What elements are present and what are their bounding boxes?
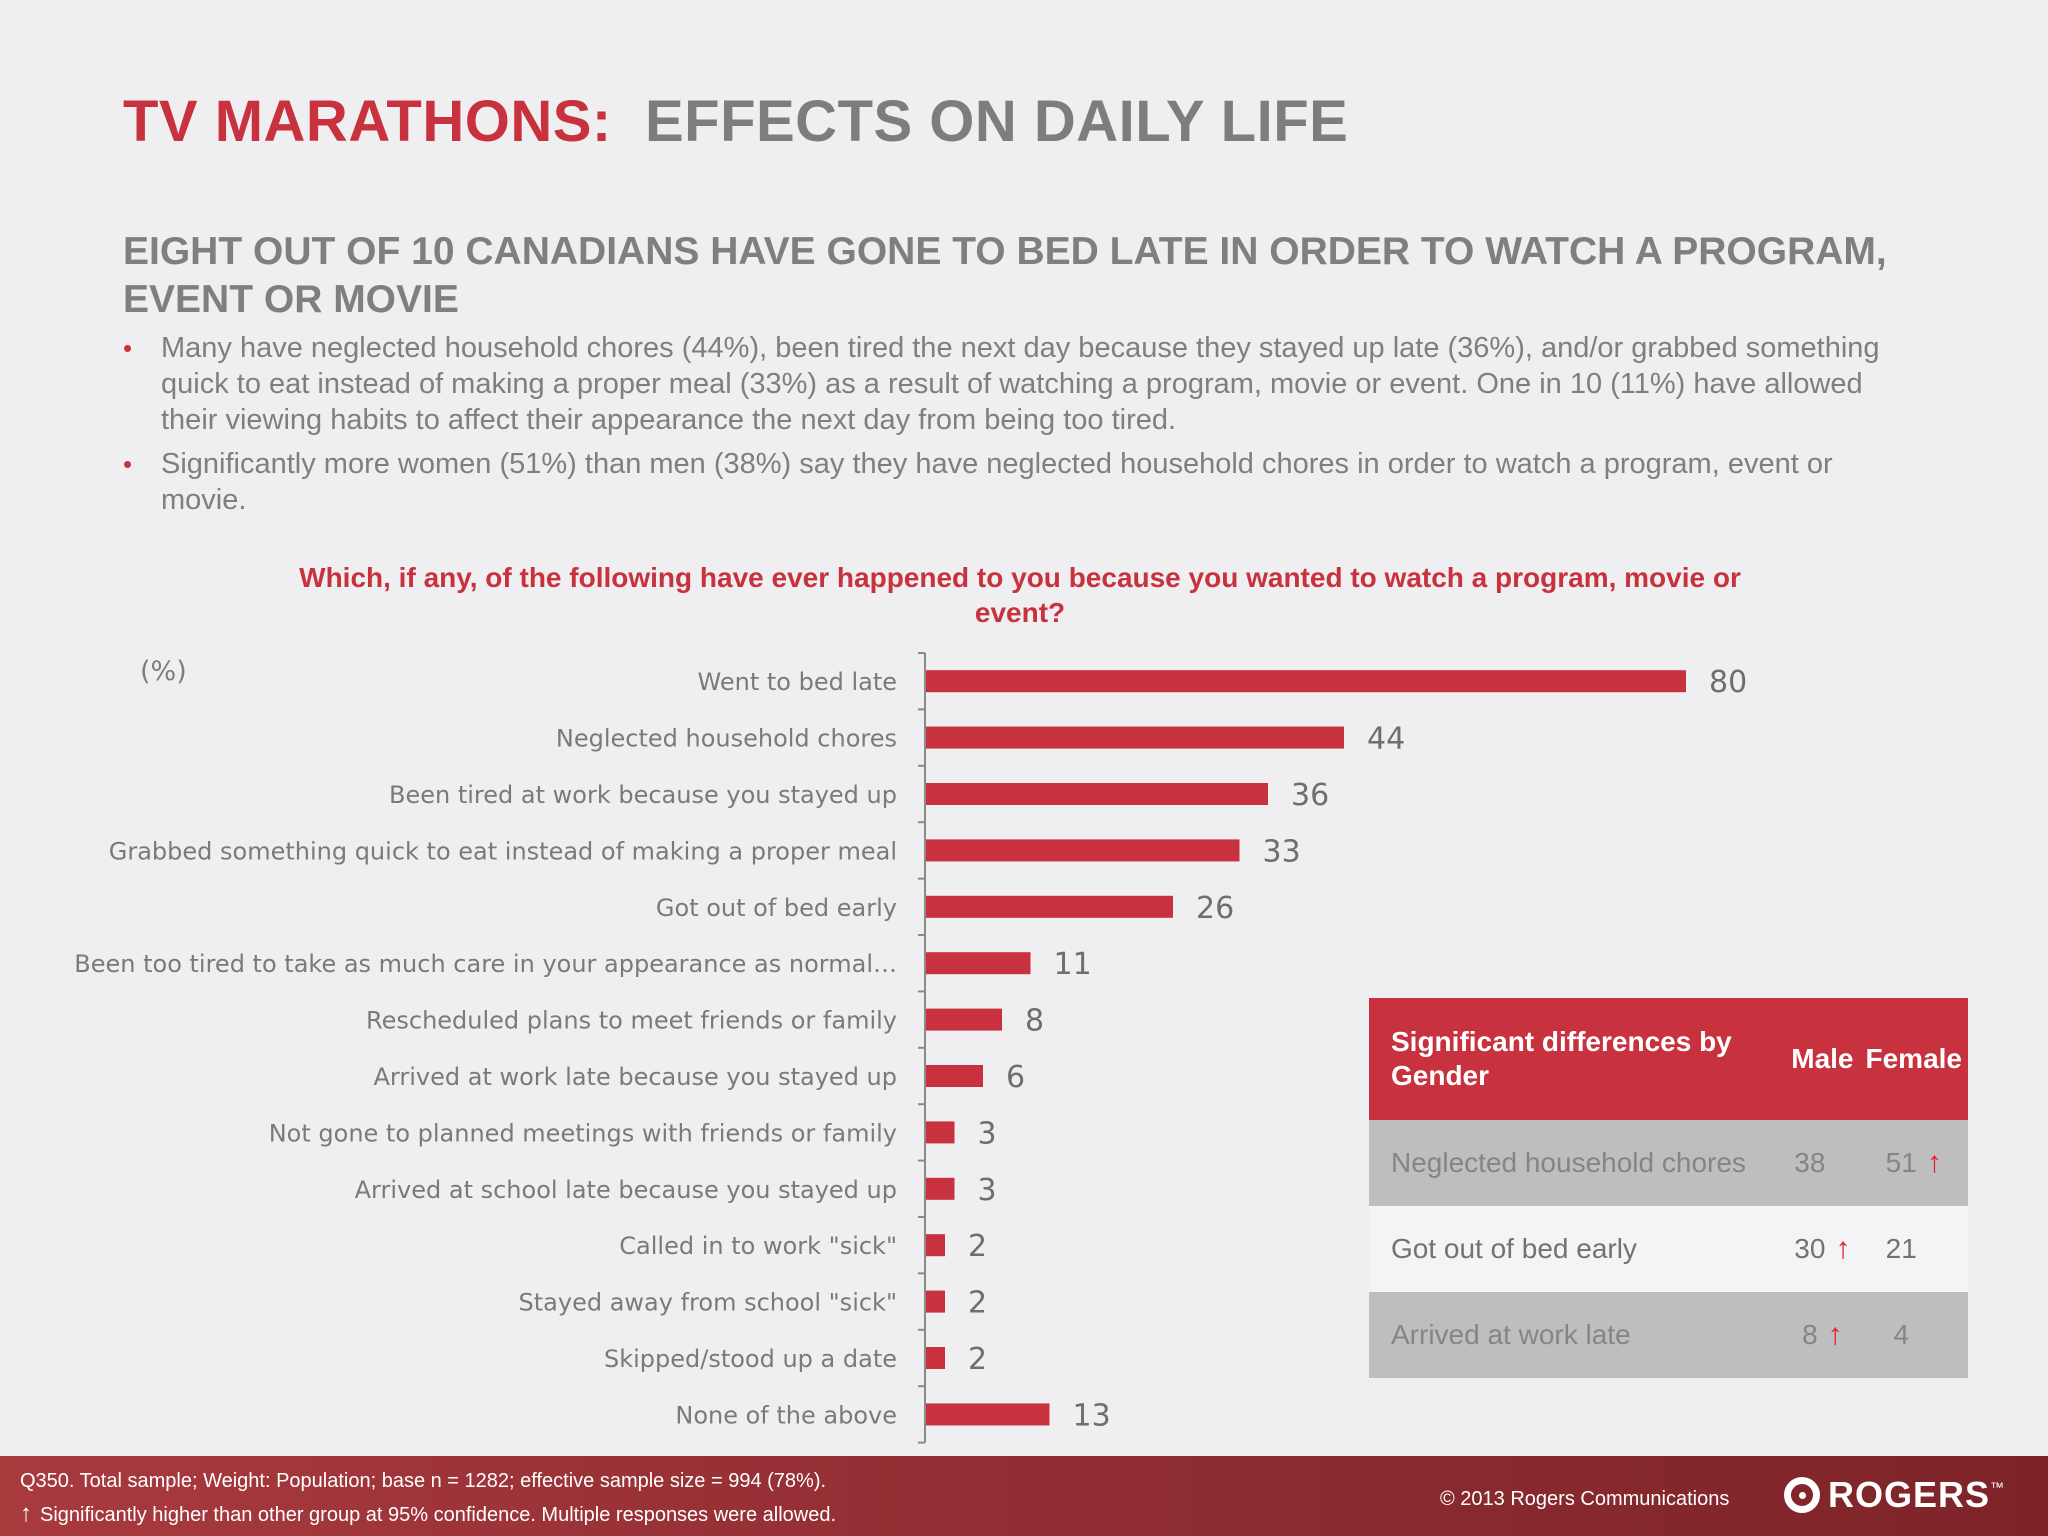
copyright: © 2013 Rogers Communications xyxy=(1440,1488,1730,1510)
rogers-logo-icon xyxy=(1784,1477,1820,1513)
bullet-item: • Significantly more women (51%) than me… xyxy=(123,446,1913,518)
page-title-topic: TV MARATHONS: xyxy=(123,89,612,154)
gender-differences-table: Significant differences by Gender Male F… xyxy=(1369,998,1968,1378)
row-label: Got out of bed early xyxy=(1369,1206,1786,1292)
female-value: 4↑ xyxy=(1859,1292,1968,1378)
table-header-male: Male xyxy=(1785,998,1860,1120)
bar xyxy=(926,1008,1002,1031)
page-title: TV MARATHONS: EFFECTS ON DAILY LIFE xyxy=(123,88,1348,155)
category-label: Went to bed late xyxy=(698,668,897,696)
page-title-subject: EFFECTS ON DAILY LIFE xyxy=(644,89,1349,154)
significance-arrow-icon: ↑ xyxy=(20,1500,32,1527)
bar xyxy=(926,1347,945,1369)
bar xyxy=(926,895,1173,918)
category-label: Got out of bed early xyxy=(656,894,897,922)
data-label: 80 xyxy=(1709,665,1747,700)
category-label: Arrived at work late because you stayed … xyxy=(374,1063,898,1091)
bar xyxy=(926,1290,945,1313)
bar xyxy=(926,1121,955,1144)
data-label: 26 xyxy=(1196,891,1234,926)
bullet-text: Many have neglected household chores (44… xyxy=(161,332,1880,436)
bar xyxy=(926,1234,945,1257)
female-value: 51 ↑ xyxy=(1859,1120,1968,1206)
data-label: 11 xyxy=(1054,947,1092,982)
bar xyxy=(926,1177,955,1200)
table-row: Got out of bed early 30↑ 21↑ xyxy=(1369,1206,1968,1292)
logo-text: ROGERS xyxy=(1828,1474,1991,1515)
female-value: 21↑ xyxy=(1859,1206,1968,1292)
data-label: 13 xyxy=(1073,1398,1111,1433)
category-label: None of the above xyxy=(675,1401,897,1429)
data-label: 2 xyxy=(968,1342,987,1377)
footer-base-note: Q350. Total sample; Weight: Population; … xyxy=(20,1470,827,1492)
category-label: Rescheduled plans to meet friends or fam… xyxy=(366,1007,897,1035)
bar xyxy=(926,783,1268,805)
data-label: 44 xyxy=(1367,722,1405,757)
bar xyxy=(926,952,1031,975)
row-label: Neglected household chores xyxy=(1369,1120,1786,1206)
category-label: Neglected household chores xyxy=(556,725,897,753)
significant-up-arrow-icon: ↑ xyxy=(1835,1232,1851,1265)
category-label: Not gone to planned meetings with friend… xyxy=(269,1119,897,1147)
category-label: Been tired at work because you stayed up xyxy=(389,781,897,809)
bullet-list: • Many have neglected household chores (… xyxy=(123,330,1913,526)
category-label: Skipped/stood up a date xyxy=(604,1345,897,1373)
chart-title: Which, if any, of the following have eve… xyxy=(299,562,1741,628)
rogers-logo: ROGERS ™ xyxy=(1784,1474,2004,1516)
significant-up-arrow-icon: ↑ xyxy=(1827,1318,1843,1351)
category-label: Arrived at school late because you staye… xyxy=(355,1176,897,1204)
data-label: 3 xyxy=(978,1116,997,1151)
data-label: 3 xyxy=(978,1173,997,1208)
male-value: 30 ↑ xyxy=(1785,1206,1860,1292)
male-value: 38↑ xyxy=(1785,1120,1860,1206)
data-label: 2 xyxy=(968,1286,987,1321)
category-label: Called in to work "sick" xyxy=(619,1232,897,1260)
table-row: Arrived at work late 8↑ 4↑ xyxy=(1369,1292,1968,1378)
bar xyxy=(926,670,1686,693)
bullet-icon: • xyxy=(123,333,133,363)
data-label: 2 xyxy=(968,1229,987,1264)
bullet-item: • Many have neglected household chores (… xyxy=(123,330,1913,438)
bar xyxy=(926,1403,1050,1426)
bar xyxy=(926,726,1344,749)
table-row: Neglected household chores 38↑ 51↑ xyxy=(1369,1120,1968,1206)
data-label: 36 xyxy=(1291,778,1329,813)
category-label: Grabbed something quick to eat instead o… xyxy=(109,837,897,865)
row-label: Arrived at work late xyxy=(1369,1292,1786,1378)
male-value: 8 ↑ xyxy=(1785,1292,1860,1378)
bullet-text: Significantly more women (51%) than men … xyxy=(161,448,1833,516)
significant-up-arrow-icon: ↑ xyxy=(1926,1146,1942,1179)
data-label: 8 xyxy=(1025,1004,1044,1039)
bar-chart: Went to bed late 80 Neglected household ch… xyxy=(74,652,1747,1444)
category-label: Stayed away from school "sick" xyxy=(519,1289,897,1317)
table-header-female: Female xyxy=(1859,998,1968,1120)
category-label: Been too tired to take as much care in y… xyxy=(74,950,897,978)
table-header-label: Significant differences by Gender xyxy=(1369,998,1786,1120)
subheading: EIGHT OUT OF 10 CANADIANS HAVE GONE TO B… xyxy=(123,230,1887,321)
bar xyxy=(926,1065,983,1087)
footer-significance-note: ↑ Significantly higher than other group a… xyxy=(20,1500,837,1527)
bullet-icon: • xyxy=(123,449,133,479)
bar xyxy=(926,839,1240,862)
footer-bar: Q350. Total sample; Weight: Population; … xyxy=(0,1456,2048,1536)
chart-unit-label: (%) xyxy=(140,656,187,687)
data-label: 6 xyxy=(1006,1060,1025,1095)
data-label: 33 xyxy=(1263,834,1301,869)
table-header-row: Significant differences by Gender Male F… xyxy=(1369,998,1968,1120)
